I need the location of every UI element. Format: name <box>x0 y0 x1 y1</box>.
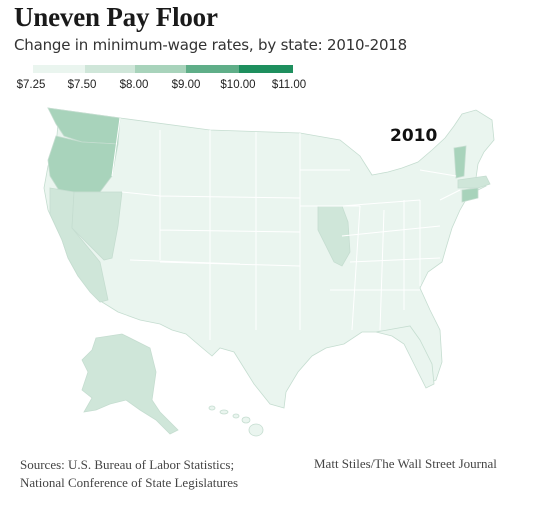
legend-label-725: $7.25 <box>16 79 46 91</box>
legend-swatch-3 <box>135 65 186 73</box>
state-florida <box>375 325 435 389</box>
state-illinois <box>317 205 351 267</box>
legend-label-800: $8.00 <box>119 79 149 91</box>
chart-subtitle: Change in minimum-wage rates, by state: … <box>14 36 407 54</box>
source-note: Sources: U.S. Bureau of Labor Statistics… <box>20 456 238 492</box>
legend-swatch-2 <box>85 65 135 73</box>
credit-line: Matt Stiles/The Wall Street Journal <box>314 456 497 471</box>
state-hawaii <box>208 405 264 437</box>
year-label: 2010 <box>390 126 438 146</box>
legend-swatch-5 <box>239 65 293 73</box>
legend-label-1000: $10.00 <box>220 79 256 91</box>
legend-label-750: $7.50 <box>67 79 97 91</box>
state-alaska <box>81 333 179 435</box>
state-massachusetts <box>457 175 491 189</box>
state-connecticut <box>461 187 479 203</box>
state-vermont <box>453 145 467 179</box>
legend-swatch-1 <box>33 65 85 73</box>
legend-label-900: $9.00 <box>171 79 201 91</box>
state-borders <box>111 117 461 340</box>
source-line-2: National Conference of State Legislature… <box>20 475 239 490</box>
source-line-1: Sources: U.S. Bureau of Labor Statistics… <box>20 457 235 472</box>
chart-title: Uneven Pay Floor <box>14 2 218 32</box>
legend-label-1100: $11.00 <box>271 79 307 91</box>
legend-swatch-4 <box>186 65 239 73</box>
color-legend: $7.25 $7.50 $8.00 $9.00 $10.00 $11.00 <box>0 0 544 100</box>
